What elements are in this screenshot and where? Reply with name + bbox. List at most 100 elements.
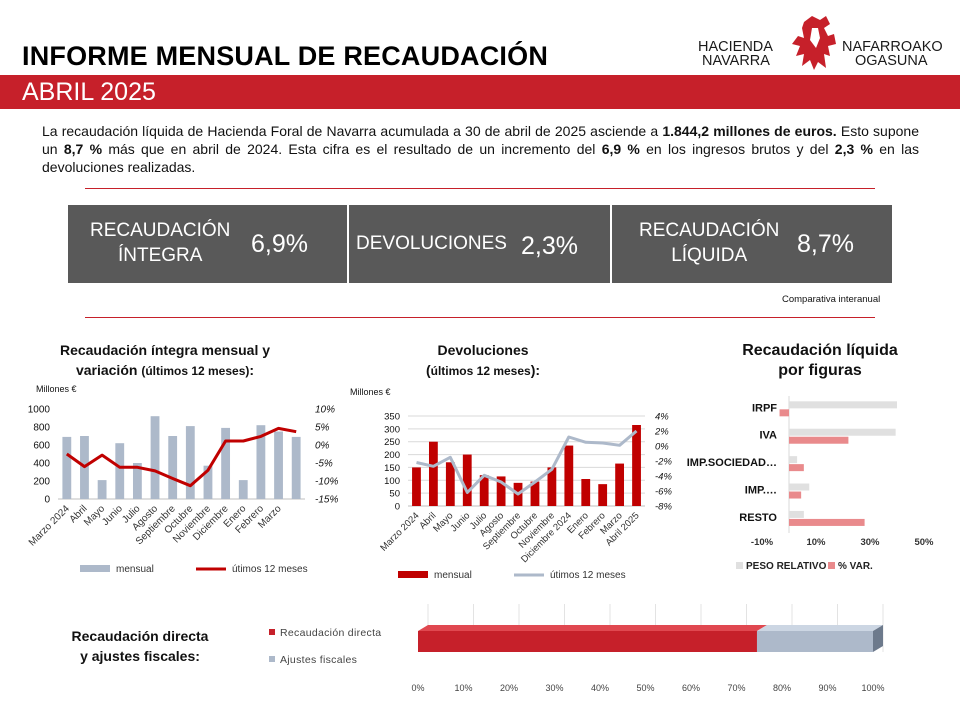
devoluciones-bar: [581, 479, 591, 506]
ajustes-legend-label: Recaudación directa: [280, 627, 381, 639]
ajustes-x-tick-label: 100%: [861, 683, 884, 693]
integra-bar: [168, 436, 178, 499]
devoluciones-y-tick-label: 0: [395, 502, 400, 513]
hacienda-navarra-logo: HACIENDA NAVARRA NAFARROAKO OGASUNA: [698, 14, 948, 72]
kpi-label-line: RECAUDACIÓN: [639, 220, 780, 241]
integra-bar: [274, 431, 283, 499]
integra-bar: [97, 480, 107, 499]
figuras-bar-var: [789, 518, 865, 526]
integra-bar: [221, 427, 231, 499]
devoluciones-y2-tick-label: 2%: [654, 427, 669, 438]
integra-y-tick-label: 800: [33, 423, 50, 434]
summary-highlight: 6,9 %: [601, 141, 640, 157]
kpi-recaudacion-integra: RECAUDACIÓN ÍNTEGRA 6,9%: [68, 205, 347, 283]
chart-title-devoluciones: Devoluciones (últimos 12 meses):: [400, 340, 566, 381]
devoluciones-bar: [496, 476, 506, 506]
logo-text-nafarroako: NAFARROAKO: [842, 39, 943, 55]
ajustes-legend-swatch: [269, 629, 275, 635]
devoluciones-bar: [428, 441, 438, 506]
figuras-legend-swatch: [828, 562, 835, 569]
devoluciones-y-axis-label: Millones €: [350, 387, 391, 397]
figuras-bar-var: [789, 436, 849, 444]
kpi-label: DEVOLUCIONES: [356, 233, 507, 254]
chart-title-line: Recaudación íntegra mensual y: [59, 342, 271, 358]
summary-text: Esto supone un: [42, 123, 919, 157]
page-title: INFORME MENSUAL DE RECAUDACIÓN: [22, 41, 549, 71]
figuras-bar-var: [789, 491, 802, 499]
devoluciones-legend-swatch: [398, 571, 428, 578]
kpi-recaudacion-liquida: RECAUDACIÓN LÍQUIDA 8,7%: [612, 205, 892, 283]
ajustes-x-tick-label: 20%: [500, 683, 518, 693]
devoluciones-y2-tick-label: -6%: [655, 487, 672, 498]
divider: [85, 188, 875, 189]
summary-highlight: 8,7 %: [63, 141, 103, 157]
devoluciones-x-tick-label: Marzo 2024: [378, 510, 421, 553]
integra-y-tick-label: 400: [33, 459, 50, 470]
kpi-label: RECAUDACIÓN ÍNTEGRA: [90, 218, 230, 268]
integra-y2-tick-label: -5%: [315, 459, 333, 470]
chart-title-part: (: [425, 362, 431, 378]
chart-title-ajustes: Recaudación directa y ajustes fiscales:: [40, 626, 240, 666]
devoluciones-bar: [462, 454, 472, 506]
subtitle-bar: [0, 75, 960, 109]
integra-bar: [115, 443, 125, 499]
chart-title-integra: Recaudación íntegra mensual y variación …: [20, 340, 310, 381]
integra-y-axis-label: Millones €: [36, 384, 77, 394]
chart-title-part: últimos 12 meses: [430, 364, 531, 378]
ajustes-bar-side: [873, 625, 883, 652]
summary-highlight: 2,3 %: [834, 141, 873, 157]
figuras-legend-swatch: [736, 562, 743, 569]
figuras-legend-label: PESO RELATIVO: [746, 561, 827, 572]
ajustes-x-tick-label: 50%: [636, 683, 654, 693]
devoluciones-y2-tick-label: 0%: [655, 442, 669, 453]
logo-text-navarra: NAVARRA: [702, 53, 770, 69]
logo-text-ogasuna: OGASUNA: [855, 53, 928, 69]
devoluciones-bar: [632, 425, 641, 506]
devoluciones-bar: [412, 467, 421, 506]
devoluciones-y-tick-label: 300: [384, 424, 400, 435]
summary-paragraph: La recaudación líquida de Hacienda Foral…: [42, 122, 919, 176]
devoluciones-y-tick-label: 200: [384, 450, 400, 461]
chart-title-line: y ajustes fiscales:: [80, 648, 200, 664]
figuras-category-label: IMP.SOCIEDAD…: [687, 457, 777, 469]
integra-legend-label: útimos 12 meses: [232, 564, 308, 575]
integra-bar: [185, 426, 195, 499]
ajustes-x-tick-label: 70%: [727, 683, 745, 693]
kpi-label-line: RECAUDACIÓN: [90, 220, 231, 241]
summary-highlight: 1.844,2 millones de euros.: [662, 123, 837, 139]
ajustes-bar-top: [756, 625, 883, 631]
page-subtitle: ABRIL 2025: [22, 78, 156, 106]
integra-y-tick-label: 0: [44, 495, 50, 506]
kpi-value: 6,9%: [251, 230, 308, 258]
divider: [85, 317, 875, 318]
devoluciones-bar: [598, 484, 608, 506]
summary-text: más que en abril de 2024. Esta cifra es …: [102, 141, 602, 157]
devoluciones-legend-label: útimos 12 meses: [550, 570, 626, 581]
kpi-devoluciones: DEVOLUCIONES 2,3%: [349, 205, 610, 283]
chart-title-part: variación: [75, 362, 138, 378]
ajustes-x-tick-label: 90%: [818, 683, 836, 693]
kpi-note: Comparativa interanual: [782, 294, 881, 305]
devoluciones-bar: [445, 462, 455, 506]
figuras-category-label: IMP.…: [745, 485, 777, 497]
ajustes-x-tick-label: 30%: [545, 683, 563, 693]
summary-text: en los ingresos brutos y del: [639, 141, 835, 157]
integra-legend-label: mensual: [116, 564, 154, 575]
devoluciones-bar: [615, 463, 625, 506]
devoluciones-y-tick-label: 100: [384, 476, 400, 487]
integra-bar: [150, 416, 160, 499]
integra-x-tick-label: Marzo 2024: [27, 503, 72, 548]
integra-y-tick-label: 1000: [28, 405, 51, 416]
chart-title-part: (últimos 12 meses): [141, 364, 250, 378]
chart-title-part: ):: [530, 362, 541, 378]
kpi-label: RECAUDACIÓN LÍQUIDA: [639, 218, 779, 268]
ajustes-x-tick-label: 60%: [682, 683, 700, 693]
integra-legend-swatch: [80, 565, 110, 572]
integra-bar: [132, 463, 142, 499]
ajustes-x-tick-label: 10%: [454, 683, 472, 693]
kpi-value: 2,3%: [521, 232, 578, 260]
ajustes-bar-front: [418, 631, 757, 652]
devoluciones-y2-tick-label: -4%: [655, 472, 672, 483]
devoluciones-y-tick-label: 50: [389, 489, 400, 500]
